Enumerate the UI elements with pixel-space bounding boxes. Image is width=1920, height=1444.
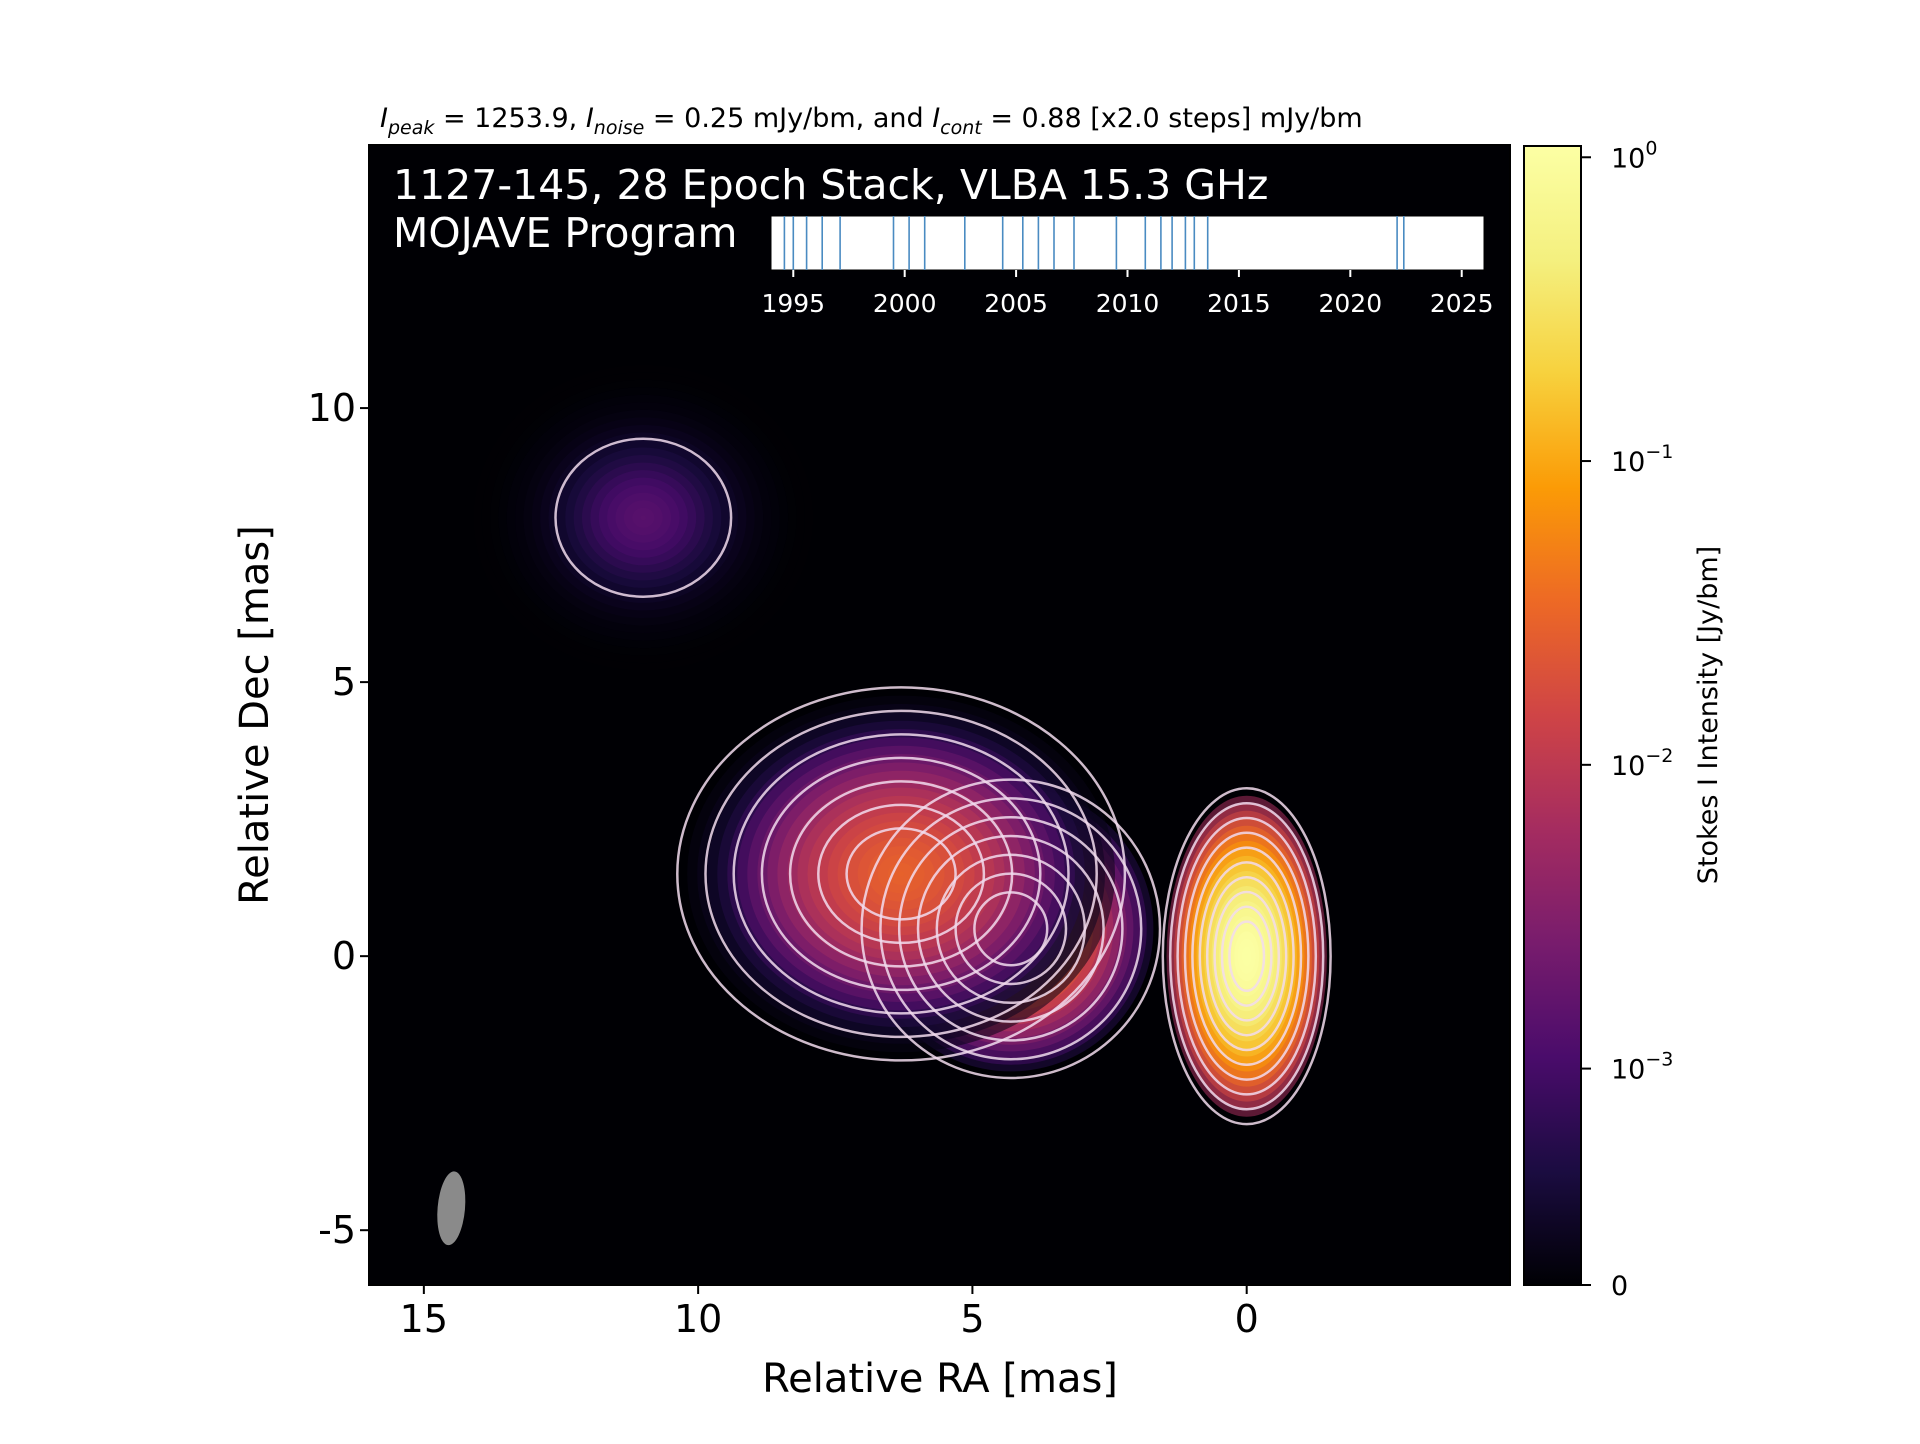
contour-inner-jet-0 xyxy=(860,778,1162,1080)
beam-layer xyxy=(437,1171,466,1246)
timeline-tick-label: 2005 xyxy=(984,289,1048,318)
beam-ellipse xyxy=(437,1171,466,1246)
epoch-timeline: 1995 2000 2005 2010 2015 2020 2025 xyxy=(761,215,1494,318)
chart-title: Ipeak = 1253.9, Inoise = 0.25 mJy/bm, an… xyxy=(380,103,1363,139)
x-tick-label: 10 xyxy=(674,1297,722,1341)
contour-extended-jet-1 xyxy=(704,709,1098,1039)
contour-extended-jet-0 xyxy=(676,686,1127,1062)
x-axis: 15 10 5 0 xyxy=(400,1285,1259,1341)
y-tick-label: 0 xyxy=(332,934,356,978)
colorbar-tick-label: 100 xyxy=(1611,137,1657,174)
image-plot xyxy=(368,144,1511,1286)
x-tick-label: 15 xyxy=(400,1297,448,1341)
overlay-title-line2: MOJAVE Program xyxy=(393,209,737,257)
y-axis: 10 5 0 -5 xyxy=(308,386,369,1252)
emission-core-level-21 xyxy=(1245,953,1248,959)
contour-inner-jet-5 xyxy=(954,872,1068,986)
contour-layer xyxy=(554,437,1332,1126)
contour-core-1 xyxy=(1168,801,1325,1111)
plot-frame xyxy=(368,144,1511,1286)
contour-core-5 xyxy=(1198,861,1295,1052)
y-tick-label: 5 xyxy=(332,660,356,704)
contour-core-8 xyxy=(1220,905,1273,1007)
colorbar-tick-label: 10−3 xyxy=(1611,1049,1673,1086)
y-tick-label: 10 xyxy=(308,386,356,430)
y-tick-label: -5 xyxy=(318,1208,356,1252)
x-tick-label: 0 xyxy=(1235,1297,1259,1341)
contour-outer-feature-0 xyxy=(554,437,733,598)
colorbar-ticks: 100 10−1 10−2 10−3 0 xyxy=(1581,137,1673,1302)
contour-inner-jet-2 xyxy=(897,815,1124,1042)
colorbar-tick-label: 10−2 xyxy=(1611,745,1673,782)
overlay-title-line1: 1127-145, 28 Epoch Stack, VLBA 15.3 GHz xyxy=(393,161,1268,209)
contour-extended-jet-3 xyxy=(760,756,1042,992)
contour-inner-jet-3 xyxy=(916,834,1105,1023)
contour-core-7 xyxy=(1213,890,1281,1022)
contour-extended-jet-5 xyxy=(817,803,986,945)
contour-extended-jet-4 xyxy=(788,780,1014,968)
emission-extended-jet-level-21 xyxy=(897,871,905,877)
emission-outer-feature-level-21 xyxy=(640,515,646,521)
contour-core-3 xyxy=(1183,831,1310,1081)
epoch-lines xyxy=(783,216,1405,270)
timeline-box xyxy=(770,215,1485,271)
colorbar: 100 10−1 10−2 10−3 0 Stokes I Intensity [Jy/… xyxy=(1523,137,1724,1302)
timeline-ticks: 1995 2000 2005 2010 2015 2020 2025 xyxy=(761,270,1494,318)
contour-core-9 xyxy=(1228,920,1266,993)
colorbar-tick-label: 0 xyxy=(1611,1271,1628,1302)
colorbar-gradient xyxy=(1523,145,1582,1286)
x-tick-label: 5 xyxy=(960,1297,984,1341)
contour-inner-jet-1 xyxy=(879,797,1143,1061)
timeline-tick-label: 2000 xyxy=(873,289,937,318)
contour-core-2 xyxy=(1176,816,1318,1096)
contour-core-6 xyxy=(1205,875,1288,1037)
timeline-tick-label: 1995 xyxy=(761,289,825,318)
colorbar-label: Stokes I Intensity [Jy/bm] xyxy=(1693,546,1724,884)
timeline-tick-label: 2015 xyxy=(1207,289,1271,318)
timeline-tick-label: 2010 xyxy=(1096,289,1160,318)
timeline-tick-label: 2020 xyxy=(1319,289,1383,318)
contour-core-4 xyxy=(1191,846,1303,1067)
contour-core-0 xyxy=(1161,787,1332,1126)
timeline-tick-label: 2025 xyxy=(1430,289,1494,318)
contour-extended-jet-6 xyxy=(845,827,957,921)
x-axis-label: Relative RA [mas] xyxy=(762,1356,1118,1402)
contour-extended-jet-2 xyxy=(732,733,1070,1015)
colorbar-tick-label: 10−1 xyxy=(1611,441,1673,478)
y-axis-label: Relative Dec [mas] xyxy=(232,525,278,905)
